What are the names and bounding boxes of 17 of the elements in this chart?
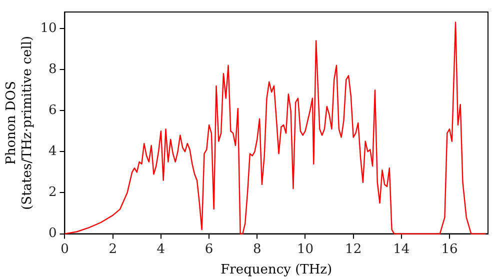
y-tick-label: 6: [48, 102, 57, 118]
x-tick-label: 2: [108, 242, 117, 257]
x-tick-label: 0: [60, 242, 69, 257]
x-tick-label: 6: [204, 242, 214, 257]
y-tick-label: 0: [48, 226, 57, 242]
x-axis-title: Frequency (THz): [220, 262, 332, 278]
x-tick-label: 16: [441, 242, 458, 257]
x-tick-label: 10: [296, 242, 314, 257]
x-tick-label: 14: [393, 242, 410, 257]
x-tick-label: 8: [252, 242, 262, 257]
x-tick-label: 4: [156, 242, 166, 257]
y-axis-title: Phonon DOS (States/THz·primitive cell): [4, 36, 35, 210]
x-tick-label: 12: [345, 242, 362, 257]
y-tick-label: 2: [48, 185, 57, 200]
y-tick-label: 8: [48, 62, 57, 77]
y-tick-label: 10: [40, 20, 57, 36]
y-tick-label: 4: [48, 144, 57, 160]
